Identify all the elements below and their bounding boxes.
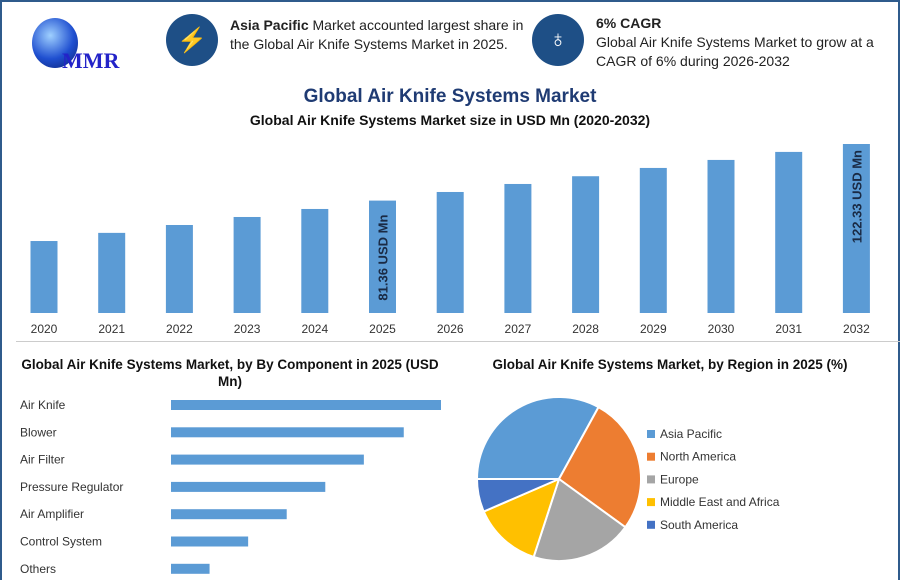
legend-swatch	[647, 430, 655, 438]
cagr-text: Global Air Knife Systems Market to grow …	[596, 34, 874, 69]
x-tick-label: 2032	[843, 322, 870, 336]
x-tick-label: 2022	[166, 322, 193, 336]
bar-2022	[165, 224, 193, 313]
bar-2029	[639, 167, 667, 313]
legend-swatch	[647, 520, 655, 529]
slice-europe	[532, 477, 627, 562]
bar-pressure-regulator	[171, 481, 326, 492]
info-cagr: 6% CAGR Global Air Knife Systems Market …	[596, 14, 886, 71]
bar-2026	[436, 191, 464, 313]
slice-north-america	[557, 405, 642, 529]
bar-blower	[171, 427, 404, 438]
x-tick-label: 2026	[437, 322, 464, 336]
growth-icon: ♁	[532, 14, 584, 66]
bar-2021	[98, 232, 126, 313]
data-label-2032: 122.33 USD Mn	[849, 150, 864, 243]
bar-chart-title: Global Air Knife Systems Market size in …	[249, 112, 651, 128]
bar-2025	[369, 200, 396, 313]
x-tick-label: 2024	[301, 322, 328, 336]
cagr-title: 6% CAGR	[596, 15, 662, 31]
category-label: Air Amplifier	[20, 507, 84, 521]
main-title: Global Air Knife Systems Market	[303, 86, 597, 107]
bar-air-knife	[171, 400, 441, 410]
region-chart: Asia Pacific North America Europe Middle Ea…	[475, 396, 780, 562]
bar-control-system	[171, 536, 249, 547]
x-tick-label: 2031	[775, 322, 802, 336]
bar-2031	[775, 151, 803, 313]
data-label-2025: 81.36 USD Mn	[376, 215, 391, 301]
bar-others	[171, 563, 210, 574]
bar-2028	[572, 176, 600, 313]
legend-label: North America	[660, 450, 736, 464]
market-size-chart: 2020 2021 2022 2023 2024 2025 81.36 USD Mn 2026…	[30, 144, 870, 336]
category-label: Pressure Regulator	[20, 480, 123, 494]
x-tick-label: 2021	[98, 322, 125, 336]
category-label: Air Filter	[20, 453, 65, 467]
legend-swatch	[647, 452, 655, 461]
legend-label: Middle East and Africa	[660, 495, 780, 509]
legend-label: Europe	[660, 472, 699, 486]
bar-2024	[301, 208, 329, 313]
slice-asia-pacific	[475, 396, 600, 480]
x-tick-label: 2029	[640, 322, 667, 336]
x-tick-label: 2023	[234, 322, 261, 336]
category-label: Air Knife	[20, 398, 66, 412]
divider	[16, 341, 900, 342]
bar-2027	[504, 183, 532, 313]
bar-air-filter	[171, 454, 364, 465]
legend-swatch	[647, 475, 655, 484]
x-tick-label: 2027	[505, 322, 532, 336]
legend-swatch	[647, 498, 655, 507]
bar-2023	[233, 216, 261, 313]
x-tick-label: 2020	[31, 322, 58, 336]
x-tick-label: 2025	[369, 322, 396, 336]
component-chart: Air Knife Blower Air Filter Pressure Regula…	[20, 398, 441, 576]
x-tick-label: 2028	[572, 322, 599, 336]
bar-2030	[707, 159, 735, 313]
globe-icon	[32, 18, 78, 68]
x-tick-label: 2030	[708, 322, 735, 336]
info-region-text: Market accounted largest share in the Gl…	[230, 17, 524, 52]
bar-air-amplifier	[171, 509, 287, 520]
category-label: Others	[20, 562, 56, 576]
logo-text: MMR	[62, 48, 120, 73]
lightning-icon: ⚡	[166, 14, 218, 66]
slice-south-america	[475, 478, 560, 513]
legend-label: Asia Pacific	[660, 427, 722, 441]
component-chart-title: Global Air Knife Systems Market, by By C…	[21, 357, 439, 389]
category-label: Blower	[20, 425, 57, 439]
region-chart-title: Global Air Knife Systems Market, by Regi…	[492, 357, 848, 372]
info-region-bold: Asia Pacific	[230, 17, 309, 33]
info-region: Asia Pacific Market accounted largest sh…	[230, 16, 530, 54]
bar-2020	[30, 241, 58, 313]
category-label: Control System	[20, 535, 102, 549]
bar-2032	[842, 144, 870, 313]
mmr-logo: MMR	[22, 18, 137, 78]
slice-middle-east-and-africa	[482, 477, 561, 559]
legend-label: South America	[660, 518, 738, 532]
